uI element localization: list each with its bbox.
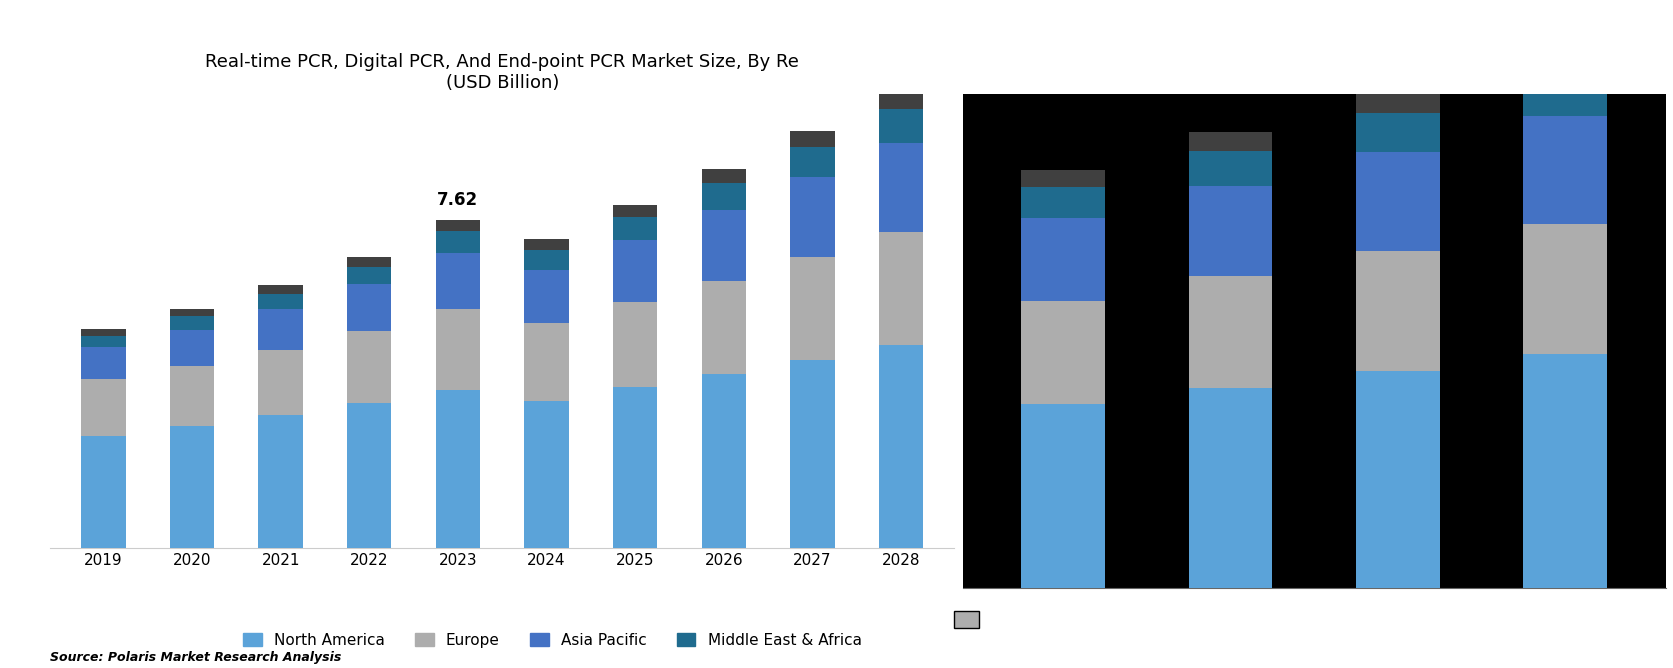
- Bar: [701, 170, 746, 183]
- Bar: [1522, 354, 1606, 588]
- Bar: [82, 379, 125, 436]
- Bar: [346, 403, 391, 548]
- Bar: [435, 390, 480, 548]
- Bar: [701, 183, 746, 210]
- Bar: [612, 240, 657, 302]
- Bar: [169, 330, 214, 366]
- Bar: [878, 232, 922, 345]
- Bar: [346, 267, 391, 285]
- Bar: [612, 387, 657, 548]
- Bar: [1522, 116, 1606, 224]
- Bar: [701, 374, 746, 548]
- Bar: [612, 204, 657, 217]
- Bar: [258, 285, 303, 294]
- Bar: [524, 250, 569, 270]
- Bar: [169, 317, 214, 330]
- Bar: [1021, 170, 1104, 186]
- Bar: [169, 366, 214, 426]
- Bar: [878, 92, 922, 109]
- Bar: [169, 426, 214, 548]
- Bar: [1021, 186, 1104, 218]
- Bar: [346, 257, 391, 267]
- Bar: [612, 302, 657, 387]
- Bar: [435, 220, 480, 231]
- Bar: [524, 323, 569, 401]
- Bar: [435, 253, 480, 309]
- Bar: [1021, 218, 1104, 301]
- Bar: [790, 147, 835, 177]
- Bar: [1021, 403, 1104, 588]
- Bar: [878, 345, 922, 548]
- Bar: [1188, 186, 1271, 277]
- Text: Real-time PCR, Digital PCR, And End-point PCR Market Size, By Re
(USD Billion): Real-time PCR, Digital PCR, And End-poin…: [206, 53, 798, 92]
- Bar: [1355, 371, 1439, 588]
- Bar: [1522, 224, 1606, 354]
- Bar: [1522, 50, 1606, 73]
- Bar: [346, 285, 391, 331]
- Bar: [790, 132, 835, 147]
- Bar: [258, 415, 303, 548]
- Bar: [82, 436, 125, 548]
- Bar: [1355, 114, 1439, 152]
- Bar: [82, 347, 125, 379]
- Bar: [701, 210, 746, 281]
- Bar: [1021, 301, 1104, 403]
- Bar: [258, 350, 303, 415]
- Bar: [169, 309, 214, 317]
- Bar: [82, 329, 125, 335]
- Bar: [82, 335, 125, 347]
- Bar: [1355, 152, 1439, 250]
- Text: Source: Polaris Market Research Analysis: Source: Polaris Market Research Analysis: [50, 651, 341, 664]
- Bar: [878, 143, 922, 232]
- Bar: [790, 177, 835, 257]
- Bar: [524, 239, 569, 250]
- Legend: North America, Europe, Asia Pacific, Middle East & Africa: North America, Europe, Asia Pacific, Mid…: [238, 627, 867, 654]
- Text: 7.62: 7.62: [437, 191, 478, 209]
- Bar: [701, 281, 746, 374]
- Bar: [1355, 250, 1439, 371]
- Bar: [1188, 388, 1271, 588]
- Bar: [1188, 150, 1271, 186]
- Bar: [612, 217, 657, 240]
- Bar: [790, 359, 835, 548]
- Bar: [524, 401, 569, 548]
- Bar: [258, 309, 303, 350]
- Bar: [524, 270, 569, 323]
- Bar: [878, 109, 922, 143]
- Bar: [1188, 132, 1271, 150]
- Bar: [258, 294, 303, 309]
- Bar: [790, 257, 835, 359]
- Bar: [1188, 277, 1271, 388]
- Bar: [1522, 73, 1606, 116]
- Bar: [1355, 93, 1439, 114]
- Bar: [435, 309, 480, 390]
- Bar: [435, 231, 480, 253]
- Bar: [346, 331, 391, 403]
